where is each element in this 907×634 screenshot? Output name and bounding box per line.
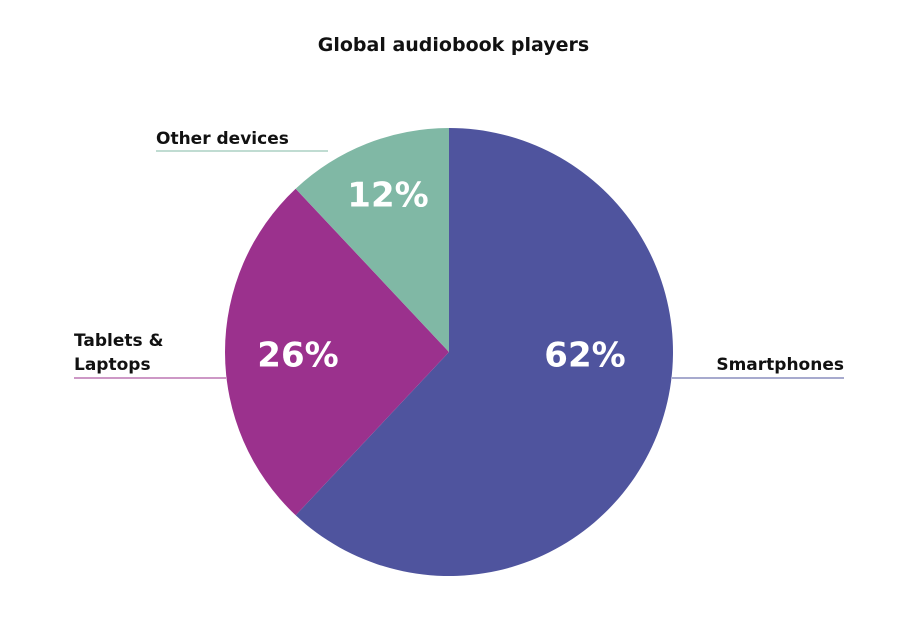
value-label: 26%: [257, 336, 338, 376]
pie-slice-tablets-laptops: [224, 188, 449, 516]
slice-label: Other devices: [156, 129, 289, 149]
chart-title: Global audiobook players: [317, 34, 590, 56]
value-label: 62%: [544, 336, 625, 376]
value-label: 12%: [347, 176, 428, 216]
slice-label: Smartphones: [716, 355, 844, 375]
pie-slice-smartphones: [295, 128, 673, 576]
pie-slice-other-devices: [295, 128, 449, 352]
slice-label: Tablets & Laptops: [74, 331, 164, 375]
